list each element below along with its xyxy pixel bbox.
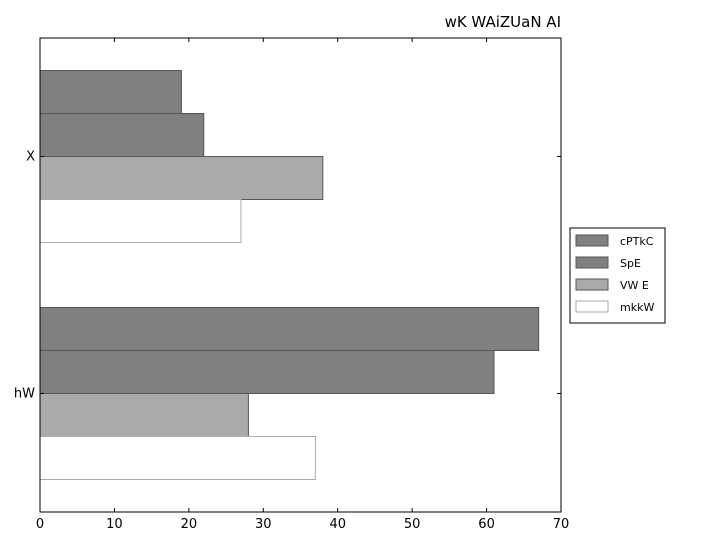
- x-tick-label: 50: [404, 517, 421, 532]
- chart-title: wK WAiZUaN AI: [445, 13, 561, 31]
- bar-mkkw-x: [39, 199, 242, 243]
- legend-label: mkkW: [620, 301, 654, 314]
- bar-mkkw-hw: [39, 436, 316, 480]
- legend-swatch: [575, 278, 609, 291]
- x-tick-label: 20: [181, 517, 198, 532]
- x-tick-label: 10: [106, 517, 123, 532]
- bars-group: [39, 70, 540, 480]
- y-tick-label: X: [26, 150, 35, 165]
- legend: cPTkC SpE VW E mkkW: [569, 227, 666, 324]
- plot-area: [39, 37, 562, 513]
- x-tick-label: 40: [329, 517, 346, 532]
- legend-label: SpE: [620, 257, 641, 270]
- bar-vw-e-hw: [39, 393, 249, 437]
- bar-cptkc-hw: [39, 307, 540, 351]
- axes-group: XhW 0 10 20 30 40 50 60 70: [14, 38, 569, 532]
- bar-vw-e-x: [39, 156, 324, 200]
- x-tick-label: 30: [255, 517, 272, 532]
- legend-swatch: [575, 300, 609, 313]
- bar-spe-x: [39, 113, 205, 157]
- x-tick-label: 60: [478, 517, 495, 532]
- legend-label: cPTkC: [620, 235, 654, 248]
- legend-swatch: [575, 234, 609, 247]
- bar-cptkc-x: [39, 70, 182, 114]
- y-tick-label: hW: [14, 387, 35, 402]
- bar-spe-hw: [39, 350, 495, 394]
- x-tick-label: 0: [36, 517, 44, 532]
- x-tick-label: 70: [553, 517, 570, 532]
- legend-label: VW E: [620, 279, 649, 292]
- legend-swatch: [575, 256, 609, 269]
